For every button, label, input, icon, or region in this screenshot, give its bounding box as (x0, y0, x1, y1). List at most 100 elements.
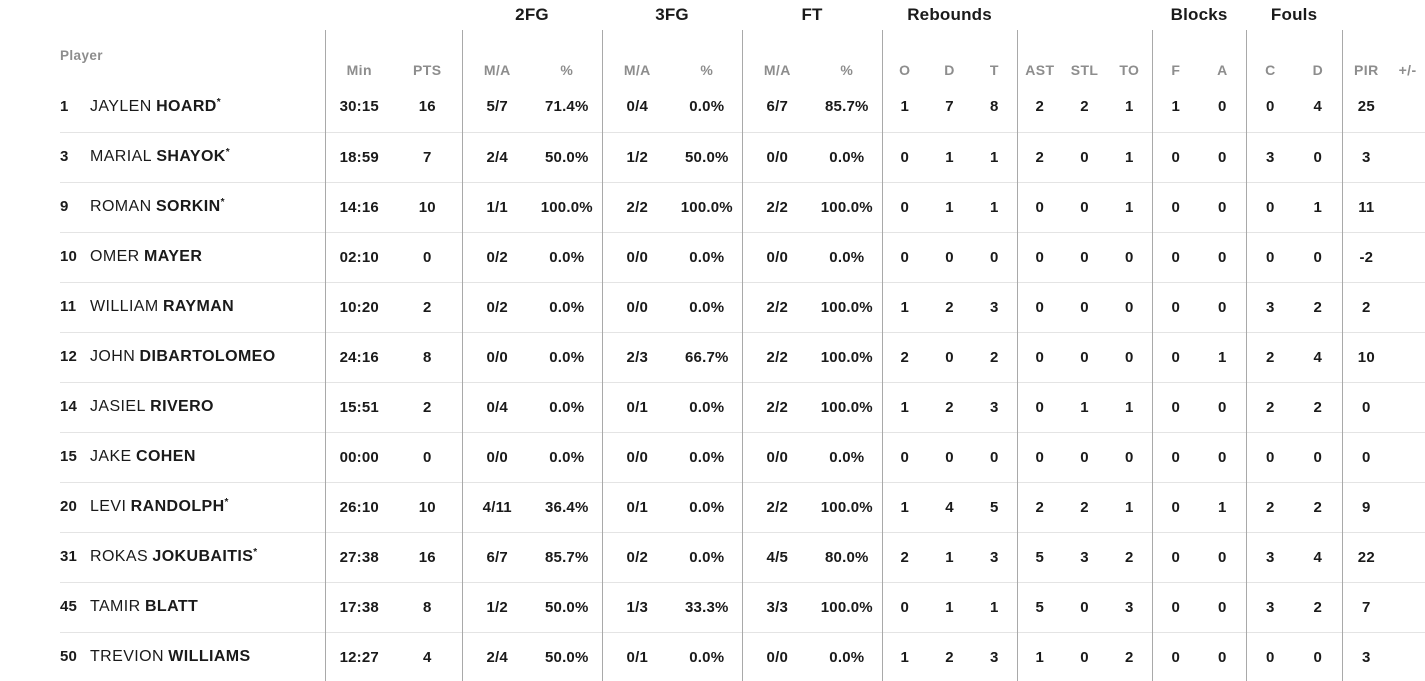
player-cell: 1 JAYLEN HOARD* (60, 82, 325, 132)
player-row: 20 LEVI RANDOLPH* 26:10 10 4/11 36.4% 0/1… (0, 481, 1425, 532)
stat-blk-f: 0 (1151, 281, 1200, 332)
stat-blk-f: 0 (1151, 231, 1200, 282)
col-header-foul-d: D (1312, 62, 1324, 78)
stat-to: 1 (1107, 481, 1153, 532)
stat-to: 1 (1107, 381, 1153, 432)
col-header-2fg-pct: % (560, 62, 574, 78)
stat-3fg-ma: 2/3 (601, 331, 673, 382)
stat-reb-d: 1 (927, 531, 973, 582)
stat-reb-o: 1 (881, 631, 928, 681)
stat-stl: 2 (1080, 98, 1089, 116)
stat-reb-o: 1 (881, 481, 928, 532)
stat-2fg-ma: 0/2 (461, 231, 532, 282)
stat-3fg-pct: 0.0% (672, 481, 743, 532)
col-header-ft-ma: M/A (741, 30, 813, 82)
stat-reb-t: 1 (972, 581, 1018, 632)
stat-to: 1 (1107, 131, 1153, 182)
stat-ast: 2 (1016, 82, 1063, 132)
stat-blk-f: 0 (1151, 381, 1200, 432)
stat-stl: 0 (1062, 281, 1108, 332)
player-cell: 45 TAMIR BLATT (60, 581, 325, 632)
player-number: 31 (60, 548, 78, 565)
stat-2fg-pct: 0.0% (532, 431, 603, 482)
player-first-name: JAKE (90, 448, 132, 465)
stat-plus-minus (1390, 581, 1425, 632)
stat-to: 2 (1107, 531, 1153, 582)
stat-plus-minus (1390, 231, 1425, 282)
gutter (0, 182, 60, 232)
col-header-blk-f: F (1151, 30, 1200, 82)
stat-blk-f: 0 (1151, 331, 1200, 382)
stat-ft-ma: 2/2 (741, 331, 813, 382)
stat-pir: 2 (1341, 281, 1391, 332)
stat-blk-f: 0 (1151, 531, 1200, 582)
stat-foul-d: 2 (1294, 381, 1343, 432)
player-first-name: TREVION (90, 648, 164, 666)
player-cell: 20 LEVI RANDOLPH* (60, 481, 325, 532)
stat-stl: 0 (1062, 631, 1108, 681)
stat-plus-minus (1390, 631, 1425, 681)
player-first-name: JAYLEN (90, 97, 152, 115)
stat-to: 0 (1107, 281, 1153, 332)
player-cell: 9 ROMAN SORKIN* (60, 181, 325, 232)
player-number: 12 (60, 348, 78, 365)
player-number: 20 (60, 498, 78, 515)
group-header-2fg: 2FG (515, 5, 549, 24)
stat-reb-d: 1 (927, 181, 973, 232)
stat-blk-a: 0 (1199, 531, 1247, 582)
player-last-name: RAYMAN (162, 298, 235, 315)
stat-ast: 0 (1016, 181, 1063, 232)
starter-mark: * (253, 547, 258, 558)
stat-min: 30:15 (324, 82, 393, 132)
stat-reb-o: 0 (881, 181, 928, 232)
col-header-foul-c: C (1245, 30, 1295, 82)
group-header-spacer (1017, 0, 1152, 30)
stat-blk-a: 0 (1199, 131, 1247, 182)
stat-foul-c: 3 (1245, 131, 1295, 182)
player-last-name: BLATT (144, 598, 199, 615)
player-cell: 50 TREVION WILLIAMS (60, 631, 325, 681)
player-cell: 3 MARIAL SHAYOK* (60, 131, 325, 182)
stat-blk-a: 0 (1199, 281, 1247, 332)
group-header-blocks: Blocks (1170, 5, 1228, 24)
stat-reb-d: 0 (927, 231, 973, 282)
col-header-pir: PIR (1341, 30, 1391, 82)
stat-ft-pct: 100.0% (812, 331, 883, 382)
player-last-name: JOKUBAITIS (152, 548, 254, 565)
stat-reb-o: 2 (881, 331, 928, 382)
group-header-spacer (1342, 0, 1425, 30)
stat-ft-pct: 0.0% (812, 431, 883, 482)
player-cell: 11 WILLIAM RAYMAN (60, 281, 325, 332)
player-row: 12 JOHN DIBARTOLOMEO 24:16 8 0/0 0.0% 2/3… (0, 331, 1425, 382)
gutter (0, 82, 60, 132)
stat-3fg-pct: 66.7% (672, 331, 743, 382)
stat-pir: -2 (1341, 231, 1391, 282)
stat-reb-d: 2 (927, 631, 973, 681)
starter-mark: * (224, 497, 229, 508)
stat-3fg-ma: 0/1 (601, 481, 673, 532)
stat-3fg-pct: 0.0% (672, 431, 743, 482)
stat-foul-d: 0 (1294, 131, 1343, 182)
stat-plus-minus (1390, 331, 1425, 382)
gutter (0, 30, 60, 82)
player-cell: 14 JASIEL RIVERO (60, 381, 325, 432)
player-first-name: ROMAN (90, 198, 152, 215)
player-last-name: HOARD (156, 97, 217, 115)
col-header-3fg-pct: % (700, 62, 714, 78)
stat-ft-ma: 0/0 (741, 131, 813, 182)
stat-2fg-ma: 0/2 (461, 281, 532, 332)
stat-plus-minus (1390, 431, 1425, 482)
player-last-name: RIVERO (150, 398, 214, 415)
player-number: 10 (60, 248, 78, 265)
stat-min: 15:51 (324, 381, 393, 432)
player-last-name: SORKIN (155, 198, 221, 215)
col-header-reb-o: O (881, 30, 928, 82)
stat-blk-a: 1 (1199, 331, 1247, 382)
stat-foul-c: 2 (1245, 331, 1295, 382)
stat-foul-c: 2 (1245, 481, 1295, 532)
stat-ast: 0 (1016, 231, 1063, 282)
stat-stl: 0 (1062, 231, 1108, 282)
stat-2fg-ma: 6/7 (461, 531, 532, 582)
col-header-plus-minus: +/- (1398, 62, 1417, 78)
stat-reb-o: 0 (881, 131, 928, 182)
